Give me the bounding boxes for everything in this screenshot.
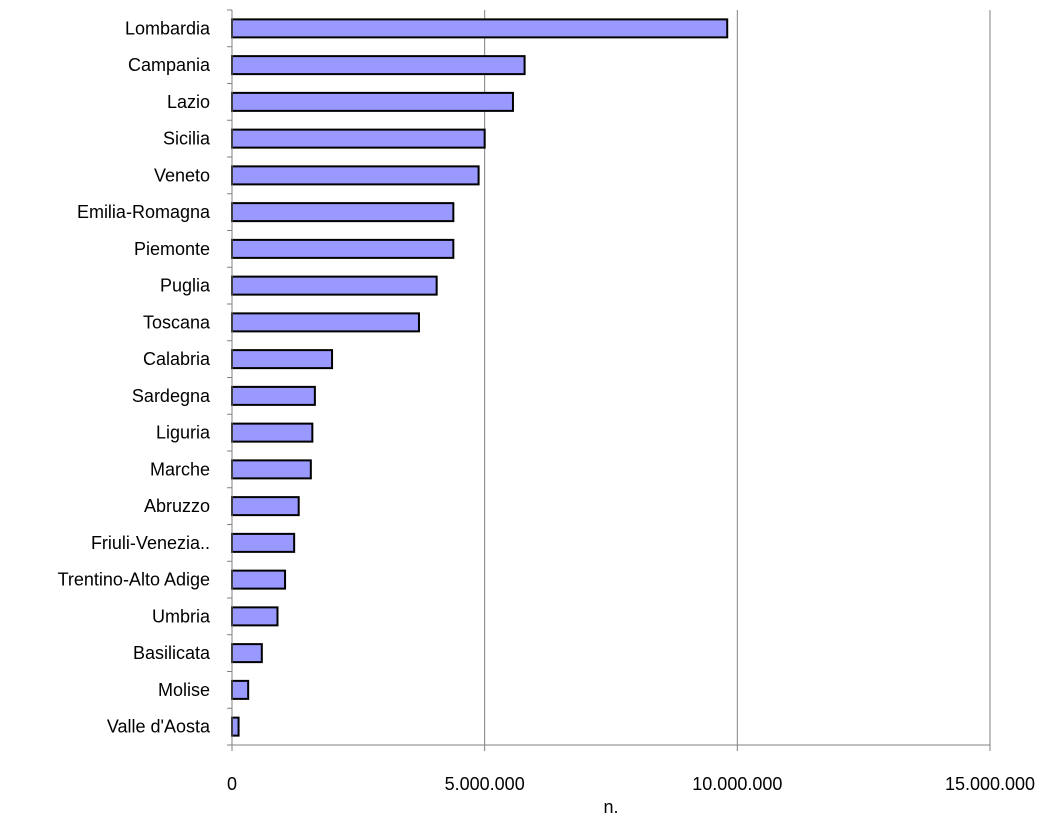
x-tick-labels: 0 5.000.000 10.000.000 15.000.000 (227, 774, 1035, 794)
category-label: Basilicata (133, 643, 211, 663)
bar (231, 165, 480, 186)
category-label: Sicilia (163, 129, 211, 149)
x-tick-label: 0 (227, 774, 237, 794)
category-label: Emilia-Romagna (77, 202, 211, 222)
x-tick-label: 5.000.000 (445, 774, 525, 794)
category-label: Calabria (143, 349, 211, 369)
category-label: Puglia (160, 276, 211, 296)
bar (231, 459, 312, 480)
category-label: Piemonte (134, 239, 210, 259)
category-label: Lombardia (125, 18, 211, 38)
bar (231, 202, 455, 223)
bar (231, 55, 526, 76)
bar (231, 606, 279, 627)
category-label: Lazio (167, 92, 210, 112)
bar (231, 275, 438, 296)
bar (231, 238, 455, 259)
x-tick-label: 15.000.000 (945, 774, 1035, 794)
category-label: Trentino-Alto Adige (58, 570, 210, 590)
category-label: Campania (128, 55, 211, 75)
bar (231, 312, 420, 333)
bar (231, 385, 316, 406)
bars (231, 18, 729, 737)
category-label: Umbria (152, 606, 211, 626)
category-label: Friuli-Venezia.. (91, 533, 210, 553)
bar (231, 349, 334, 370)
gridlines (484, 10, 991, 745)
bar (231, 716, 240, 737)
x-tick-label: 10.000.000 (692, 774, 782, 794)
category-label: Abruzzo (144, 496, 210, 516)
x-axis-title: n. (603, 797, 618, 817)
bar (231, 643, 263, 664)
bar (231, 18, 729, 39)
bar (231, 128, 486, 149)
category-label: Sardegna (132, 386, 211, 406)
bar (231, 569, 287, 590)
bar (231, 91, 514, 112)
category-labels: Lombardia Campania Lazio Sicilia Veneto Emili… (58, 18, 211, 736)
category-label: Veneto (154, 165, 210, 185)
bar (231, 679, 250, 700)
category-label: Toscana (143, 312, 211, 332)
bar (231, 496, 300, 517)
category-label: Molise (158, 680, 210, 700)
category-label: Valle d'Aosta (107, 717, 211, 737)
axes (227, 9, 991, 751)
category-label: Marche (150, 459, 210, 479)
category-label: Liguria (156, 423, 211, 443)
bar (231, 422, 314, 443)
bar (231, 532, 296, 553)
